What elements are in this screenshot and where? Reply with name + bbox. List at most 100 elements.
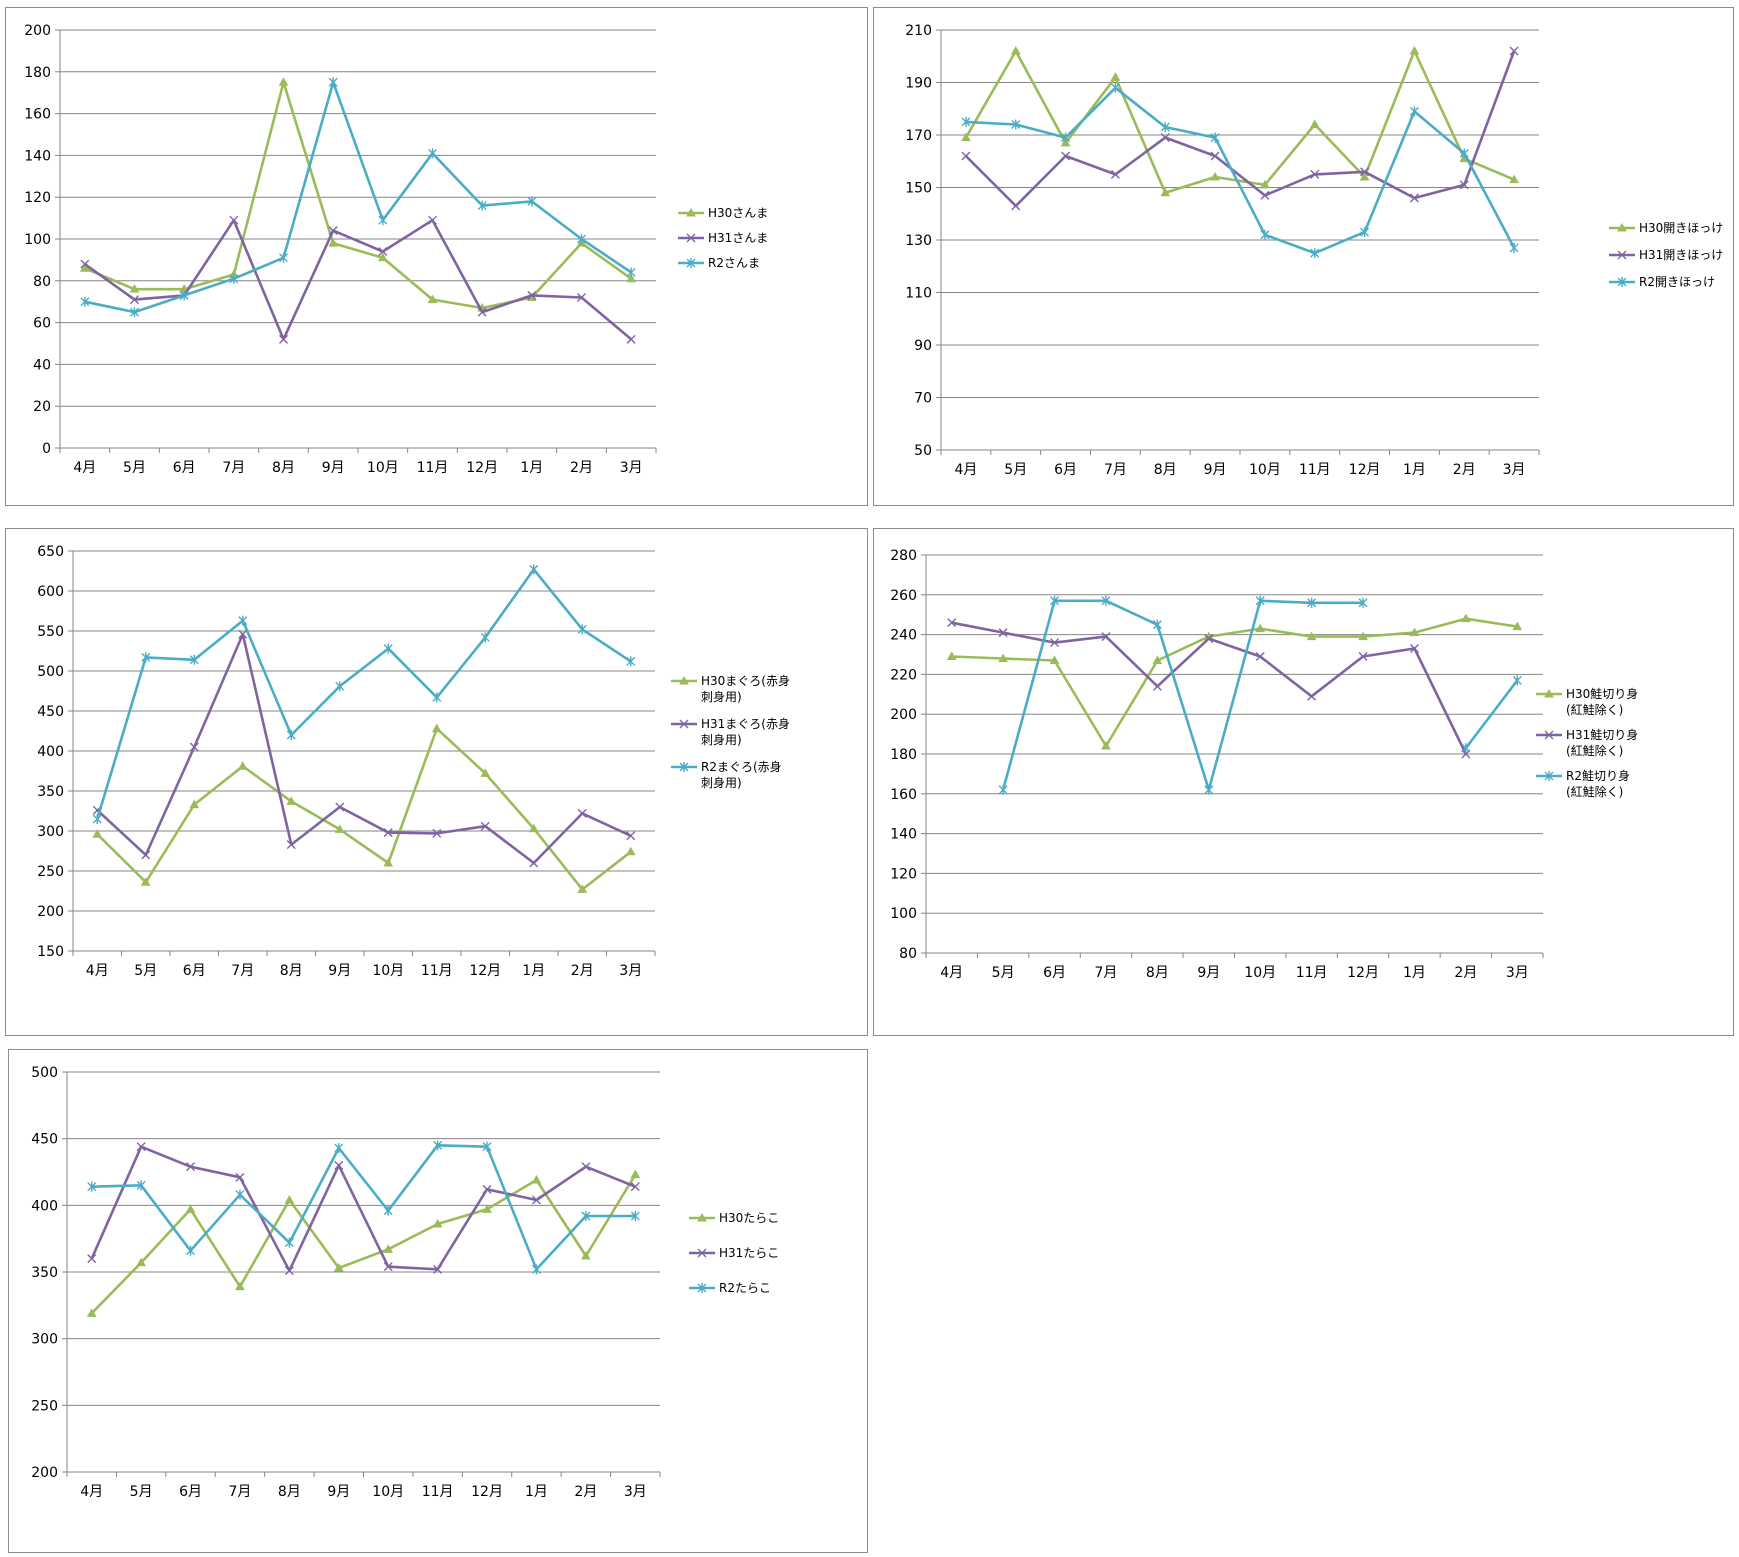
x-tick-label: 7月 <box>1104 462 1127 478</box>
x-tick-label: 3月 <box>619 963 642 979</box>
data-point <box>130 307 139 318</box>
x-tick-label: 4月 <box>80 1484 103 1500</box>
legend-label: H31たらこ <box>719 1246 779 1260</box>
data-point <box>334 1143 344 1153</box>
data-point <box>1160 122 1170 133</box>
data-point <box>531 1264 541 1275</box>
data-point <box>80 259 90 269</box>
legend-marker <box>1617 277 1627 287</box>
data-point <box>1260 179 1270 189</box>
legend-marker <box>697 1212 707 1222</box>
data-point <box>141 652 151 663</box>
legend-marker <box>1617 222 1627 232</box>
x-tick-label: 4月 <box>954 462 977 478</box>
data-point <box>185 1204 196 1213</box>
data-point <box>1204 784 1214 795</box>
legend-marker <box>1617 250 1627 260</box>
data-point <box>482 1184 492 1194</box>
legend-label: (紅鮭除く) <box>1566 743 1623 758</box>
legend-marker <box>686 258 696 268</box>
y-tick-label: 60 <box>33 316 51 332</box>
y-tick-label: 120 <box>890 866 917 882</box>
data-point <box>238 615 248 626</box>
data-point <box>328 238 339 247</box>
legend-marker <box>679 675 689 685</box>
data-point <box>1255 651 1265 661</box>
data-point <box>328 77 338 88</box>
legend-label: H31まぐろ(赤身 <box>701 716 790 731</box>
data-point <box>335 681 345 692</box>
y-tick-label: 240 <box>890 628 917 644</box>
y-tick-label: 150 <box>905 181 932 197</box>
data-point <box>1260 229 1270 240</box>
data-point <box>87 1254 97 1264</box>
data-point <box>1512 621 1523 631</box>
series-line <box>96 727 632 891</box>
data-point <box>1210 171 1220 181</box>
legend-label: H30たらこ <box>719 1211 779 1225</box>
series-r2 <box>80 77 636 318</box>
data-point <box>136 1257 146 1267</box>
data-point <box>377 252 388 262</box>
series-line <box>951 621 1468 755</box>
x-tick-label: 2月 <box>1453 462 1476 478</box>
series-h31 <box>961 46 1519 211</box>
data-point <box>1050 638 1060 648</box>
data-point <box>433 1264 443 1274</box>
data-point <box>428 215 437 225</box>
data-point <box>1409 45 1420 55</box>
x-tick-label: 9月 <box>327 1484 350 1500</box>
x-tick-label: 9月 <box>328 963 351 979</box>
data-point <box>528 823 539 833</box>
data-point <box>1306 631 1317 641</box>
legend-entry: R2たらこ <box>689 1281 771 1295</box>
data-point <box>581 1211 591 1221</box>
x-tick-label: 5月 <box>130 1484 153 1500</box>
legend-marker <box>1544 730 1554 740</box>
data-point <box>1409 193 1419 203</box>
x-tick-label: 7月 <box>222 460 245 476</box>
data-point <box>626 334 636 344</box>
data-point <box>189 799 200 809</box>
y-tick-label: 260 <box>890 588 917 604</box>
y-tick-label: 450 <box>37 704 64 720</box>
series-line <box>91 1144 636 1271</box>
legend-label: R2まぐろ(赤身 <box>701 759 782 774</box>
data-point <box>92 814 102 824</box>
y-tick-label: 140 <box>24 148 51 164</box>
y-tick-label: 250 <box>37 864 64 880</box>
data-point <box>1152 619 1162 630</box>
x-tick-label: 11月 <box>1296 965 1328 981</box>
data-point <box>279 334 288 344</box>
data-point <box>1210 132 1220 143</box>
y-tick-label: 150 <box>37 944 64 960</box>
data-point <box>482 1141 492 1152</box>
y-tick-label: 110 <box>905 286 932 302</box>
x-tick-label: 6月 <box>1043 965 1066 981</box>
data-point <box>1101 632 1111 642</box>
data-point <box>1512 675 1522 686</box>
data-point <box>186 1162 196 1172</box>
x-tick-label: 4月 <box>940 965 963 981</box>
chart-panel-sanma: 0 20 40 60 80 100 120 140 160 180 200 4月 5月 6月 7月 8月 9月 1… <box>5 7 868 506</box>
legend-label: H30開きほっけ <box>1639 221 1723 235</box>
data-point <box>284 1266 294 1276</box>
series-r2 <box>998 595 1522 795</box>
series-line <box>90 1174 637 1315</box>
legend-entry: H30さんま <box>678 206 768 220</box>
line-chart: 0 20 40 60 80 100 120 140 160 180 200 4月 5月 6月 7月 8月 9月 1… <box>24 23 768 476</box>
data-point <box>1459 180 1469 190</box>
x-tick-label: 10月 <box>372 963 404 979</box>
data-point <box>428 148 437 159</box>
data-point <box>179 290 189 301</box>
y-tick-label: 140 <box>890 827 917 843</box>
x-tick-label: 8月 <box>1146 965 1169 981</box>
x-tick-label: 9月 <box>1197 965 1220 981</box>
y-tick-label: 450 <box>31 1132 58 1148</box>
x-tick-label: 8月 <box>278 1484 301 1500</box>
legend-entry: H31さんま <box>678 231 768 245</box>
y-tick-label: 160 <box>24 107 51 123</box>
series-line <box>951 617 1518 748</box>
legend-marker <box>686 207 696 217</box>
data-point <box>136 1180 146 1191</box>
